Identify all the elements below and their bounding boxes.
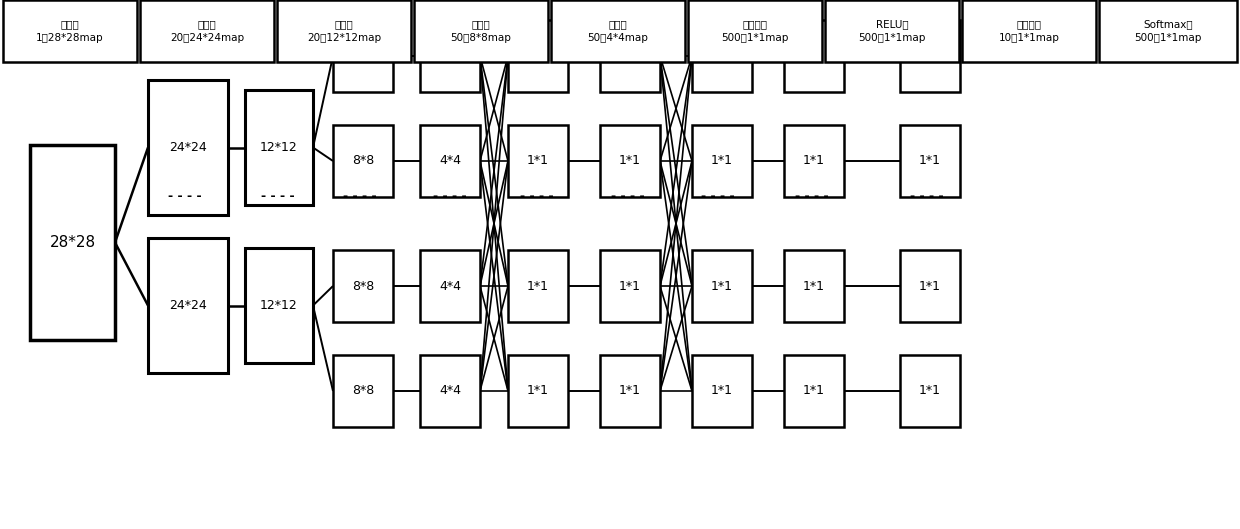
Text: 24*24: 24*24 xyxy=(169,141,207,154)
Bar xyxy=(508,125,568,197)
Text: 8*8: 8*8 xyxy=(352,279,374,293)
Bar xyxy=(140,0,274,62)
Text: 池化层
20个12*12map: 池化层 20个12*12map xyxy=(308,20,381,43)
Text: 1*1: 1*1 xyxy=(919,50,941,62)
Bar xyxy=(688,0,822,62)
Bar xyxy=(508,355,568,427)
Bar xyxy=(900,125,960,197)
Text: 1*1: 1*1 xyxy=(919,385,941,397)
Bar xyxy=(600,250,660,322)
Bar xyxy=(551,0,684,62)
Text: 1*1: 1*1 xyxy=(619,279,641,293)
Text: - - - -: - - - - xyxy=(433,190,466,204)
Bar xyxy=(1099,0,1238,62)
Text: 12*12: 12*12 xyxy=(260,299,298,312)
Bar xyxy=(825,0,959,62)
Text: RELU层
500个1*1map: RELU层 500个1*1map xyxy=(858,20,926,43)
Bar xyxy=(30,145,115,340)
Bar xyxy=(246,90,312,205)
Bar xyxy=(334,20,393,92)
Bar xyxy=(692,125,751,197)
Text: - - - -: - - - - xyxy=(611,190,645,204)
Bar xyxy=(334,125,393,197)
Bar xyxy=(600,20,660,92)
Text: 1*1: 1*1 xyxy=(711,385,733,397)
Text: 1*1: 1*1 xyxy=(804,385,825,397)
Text: - - - -: - - - - xyxy=(262,190,295,204)
Text: 全连接层
500个1*1map: 全连接层 500个1*1map xyxy=(722,20,789,43)
Bar xyxy=(508,250,568,322)
Text: Softmax层
500个1*1map: Softmax层 500个1*1map xyxy=(1135,20,1202,43)
Bar xyxy=(692,20,751,92)
Text: 1*1: 1*1 xyxy=(711,279,733,293)
Text: 8*8: 8*8 xyxy=(352,50,374,62)
Bar xyxy=(334,250,393,322)
Text: 12*12: 12*12 xyxy=(260,141,298,154)
Text: 1*1: 1*1 xyxy=(711,50,733,62)
Bar xyxy=(784,355,844,427)
Text: 1*1: 1*1 xyxy=(711,154,733,168)
Bar xyxy=(784,20,844,92)
Bar xyxy=(277,0,410,62)
Bar xyxy=(148,80,228,215)
Bar xyxy=(600,125,660,197)
Bar xyxy=(900,355,960,427)
Bar xyxy=(420,125,480,197)
Text: 1*1: 1*1 xyxy=(804,50,825,62)
Text: 输入层
1个28*28map: 输入层 1个28*28map xyxy=(36,20,104,43)
Bar xyxy=(2,0,136,62)
Bar xyxy=(246,248,312,363)
Bar xyxy=(900,250,960,322)
Text: - - - -: - - - - xyxy=(169,190,202,204)
Text: - - - -: - - - - xyxy=(910,190,944,204)
Bar xyxy=(420,250,480,322)
Bar xyxy=(784,250,844,322)
Text: - - - -: - - - - xyxy=(343,190,377,204)
Text: 卷积层
50个8*8map: 卷积层 50个8*8map xyxy=(450,20,511,43)
Text: 1*1: 1*1 xyxy=(619,154,641,168)
Text: 4*4: 4*4 xyxy=(439,279,461,293)
Text: 卷积层
20个24*24map: 卷积层 20个24*24map xyxy=(170,20,244,43)
Text: 全连接层
10个1*1map: 全连接层 10个1*1map xyxy=(998,20,1059,43)
Text: 1*1: 1*1 xyxy=(919,154,941,168)
Bar xyxy=(692,250,751,322)
Bar xyxy=(900,20,960,92)
Bar xyxy=(692,355,751,427)
Text: - - - -: - - - - xyxy=(795,190,828,204)
Text: - - - -: - - - - xyxy=(701,190,735,204)
Bar xyxy=(508,20,568,92)
Text: 28*28: 28*28 xyxy=(50,235,95,250)
Text: 8*8: 8*8 xyxy=(352,385,374,397)
Text: 1*1: 1*1 xyxy=(527,50,549,62)
Bar xyxy=(784,125,844,197)
Text: 1*1: 1*1 xyxy=(527,279,549,293)
Text: 1*1: 1*1 xyxy=(919,279,941,293)
Text: 4*4: 4*4 xyxy=(439,385,461,397)
Bar xyxy=(600,355,660,427)
Text: 1*1: 1*1 xyxy=(527,154,549,168)
Bar xyxy=(414,0,548,62)
Bar xyxy=(148,238,228,373)
Text: 4*4: 4*4 xyxy=(439,154,461,168)
Text: 8*8: 8*8 xyxy=(352,154,374,168)
Text: 1*1: 1*1 xyxy=(804,154,825,168)
Bar xyxy=(420,20,480,92)
Text: 1*1: 1*1 xyxy=(804,279,825,293)
Bar xyxy=(420,355,480,427)
Text: 1*1: 1*1 xyxy=(619,385,641,397)
Text: 1*1: 1*1 xyxy=(619,50,641,62)
Text: 4*4: 4*4 xyxy=(439,50,461,62)
Text: - - - -: - - - - xyxy=(521,190,554,204)
Text: 24*24: 24*24 xyxy=(169,299,207,312)
Bar xyxy=(962,0,1096,62)
Bar xyxy=(334,355,393,427)
Text: 池化层
50个4*4map: 池化层 50个4*4map xyxy=(588,20,649,43)
Text: 1*1: 1*1 xyxy=(527,385,549,397)
